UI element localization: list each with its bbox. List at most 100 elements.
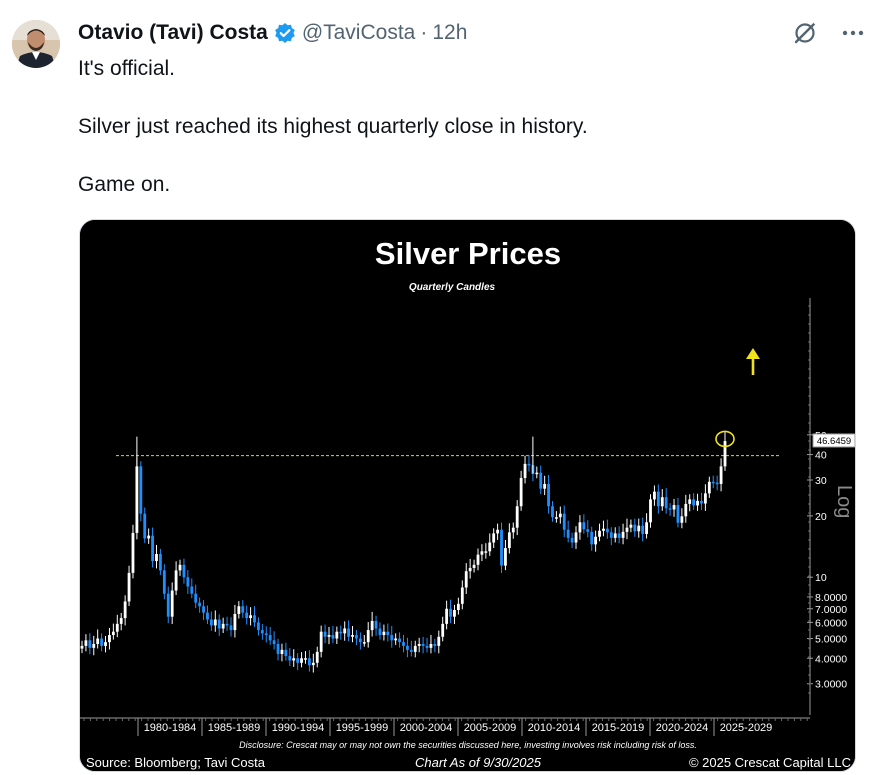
candle: [468, 567, 472, 572]
candle: [351, 635, 354, 637]
candle: [135, 466, 139, 533]
candle: [649, 499, 652, 523]
candle: [488, 542, 492, 552]
candle: [578, 522, 582, 533]
author-handle[interactable]: @TaviCosta: [301, 21, 416, 44]
candle: [253, 615, 256, 623]
candle: [276, 643, 280, 654]
candle: [374, 620, 378, 629]
y-tick-label: 4.0000: [815, 653, 847, 665]
candle: [613, 533, 617, 538]
candle: [653, 491, 656, 500]
candle: [421, 643, 425, 646]
candle: [111, 631, 115, 636]
tweet-text: It's official. Silver just reached its h…: [78, 54, 858, 228]
candle: [425, 645, 429, 648]
candle: [453, 610, 456, 617]
source-text: Source: Bloomberg; Tavi Costa: [86, 755, 266, 770]
candle: [233, 613, 237, 631]
candle: [711, 481, 715, 484]
candle: [264, 633, 268, 636]
candle: [245, 612, 249, 619]
candle: [174, 570, 178, 591]
y-tick-label: 6.0000: [815, 617, 847, 629]
candle: [84, 640, 88, 646]
candle: [449, 608, 452, 617]
candle: [605, 528, 609, 533]
x-tick-label: 2005-2009: [464, 722, 517, 734]
candle: [700, 500, 703, 504]
candle: [660, 497, 664, 507]
candle: [355, 635, 358, 639]
candle: [268, 635, 272, 641]
candle: [323, 631, 327, 637]
candle: [504, 548, 507, 566]
candle: [417, 643, 421, 646]
candle: [382, 631, 386, 636]
candle: [441, 623, 445, 637]
candle: [496, 529, 500, 534]
candle: [217, 619, 221, 629]
candle: [672, 505, 676, 510]
more-icon[interactable]: [840, 20, 866, 46]
candle: [629, 524, 633, 528]
candle: [715, 482, 719, 485]
chart-title: Silver Prices: [375, 236, 561, 271]
candle: [590, 531, 594, 545]
candle: [582, 522, 586, 530]
tweet-image[interactable]: Silver Prices Quarterly Candles 50403020…: [79, 219, 856, 772]
candle: [645, 522, 648, 534]
candle: [413, 645, 417, 652]
candle: [249, 615, 253, 619]
candle: [206, 612, 209, 620]
x-tick-label: 2020-2024: [656, 722, 709, 734]
candle: [500, 529, 503, 566]
candle: [213, 619, 217, 626]
candle: [225, 623, 229, 626]
candle: [127, 572, 131, 602]
candle: [284, 649, 288, 657]
candle: [492, 533, 496, 543]
candle: [307, 658, 311, 666]
candle: [460, 587, 464, 604]
y-tick-label: 30: [815, 475, 827, 487]
candle: [527, 463, 531, 466]
candle: [641, 525, 645, 534]
candle: [507, 532, 511, 549]
candle: [170, 590, 174, 617]
candle: [88, 640, 92, 648]
candle: [570, 537, 574, 543]
candle: [511, 527, 515, 533]
candle: [221, 623, 225, 629]
candle: [358, 638, 362, 643]
up-arrow-icon: [746, 348, 760, 375]
candle: [621, 531, 625, 538]
candle: [574, 532, 578, 543]
candle: [108, 635, 111, 643]
candle: [551, 506, 554, 518]
candle: [723, 441, 727, 467]
timestamp[interactable]: 12h: [432, 21, 468, 44]
tweet-header: Otavio (Tavi) Costa @TaviCosta · 12h: [78, 20, 467, 46]
candle: [166, 593, 170, 617]
candle: [92, 643, 96, 648]
candle: [476, 554, 480, 565]
candle: [209, 619, 213, 626]
candle: [272, 640, 276, 644]
candle: [602, 528, 605, 531]
candle: [719, 466, 723, 484]
avatar[interactable]: [12, 20, 60, 68]
candle: [147, 535, 151, 539]
candle: [139, 466, 143, 514]
y-tick-label: 8.0000: [815, 592, 847, 604]
candle: [190, 586, 194, 594]
grok-icon[interactable]: [792, 20, 818, 46]
candle: [304, 658, 307, 660]
candle: [409, 649, 413, 652]
author-name[interactable]: Otavio (Tavi) Costa: [78, 21, 268, 44]
candle: [257, 622, 260, 631]
candle: [664, 497, 668, 509]
last-price-label: 46.6459: [817, 436, 851, 447]
tweet-line: Game on.: [78, 173, 171, 196]
candle: [162, 570, 166, 594]
